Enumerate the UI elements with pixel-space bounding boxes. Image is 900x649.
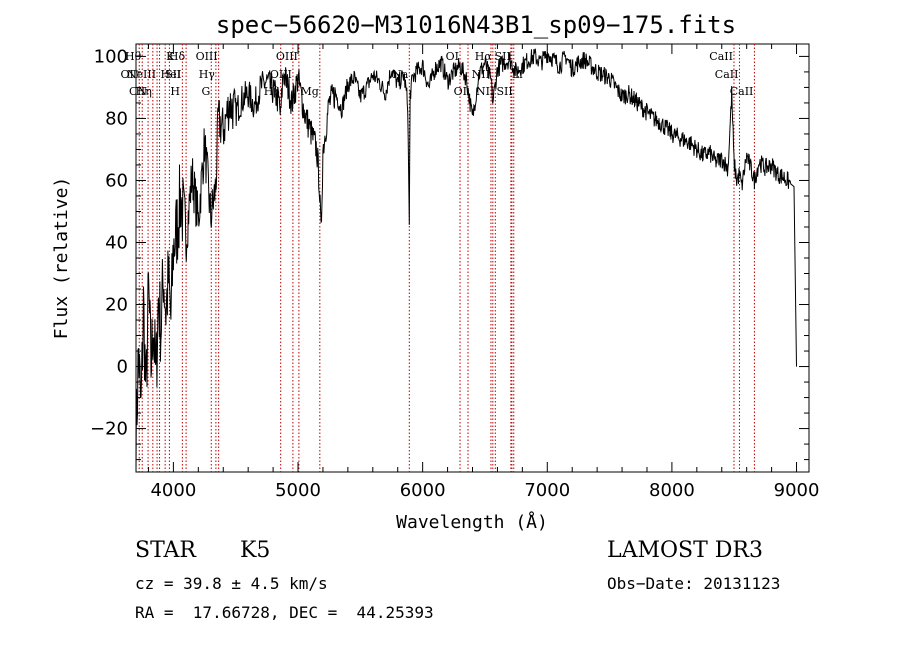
- line-label-11: Hγ: [199, 68, 216, 81]
- y-tick-label-100: 100: [94, 46, 128, 67]
- axis-ticks: [136, 44, 809, 472]
- line-label-21: Hα: [475, 50, 493, 63]
- line-label-19: OI: [454, 85, 467, 98]
- line-label-27: CaII: [715, 68, 739, 81]
- line-label-4: NeIII: [127, 68, 156, 81]
- y-tick-label-40: 40: [105, 232, 128, 253]
- line-label-6: K: [166, 50, 175, 63]
- flux-series-line: [135, 48, 797, 473]
- line-label-20: NII: [472, 68, 490, 81]
- x-tick-label-9000: 9000: [774, 480, 820, 501]
- axis-tick-labels: 4000 5000 6000 7000 8000 9000 −20 0 20 40 60 80 100: [90, 46, 819, 501]
- redshift-velocity: cz = 39.8 ± 4.5 km/s: [135, 574, 328, 593]
- x-tick-label-8000: 8000: [649, 480, 695, 501]
- line-label-7: H: [170, 85, 180, 98]
- x-axis-label: Wavelength (Å): [396, 511, 548, 533]
- obs-date: Obs−Date: 20131123: [607, 574, 781, 593]
- line-label-12: OIII: [196, 50, 218, 63]
- x-tick-label-6000: 6000: [400, 480, 446, 501]
- survey-name: LAMOST DR3: [607, 538, 763, 563]
- y-tick-label-60: 60: [105, 170, 128, 191]
- line-label-22: NII: [476, 85, 494, 98]
- line-label-2: CN: [129, 85, 147, 98]
- y-axis-label: Flux (relative): [51, 177, 72, 340]
- line-label-15: OIII: [276, 50, 298, 63]
- x-tick-label-4000: 4000: [150, 480, 196, 501]
- line-label-28: CaII: [730, 85, 754, 98]
- y-tick-label-0: 0: [117, 357, 128, 378]
- line-label-9: Hδ: [169, 50, 186, 63]
- line-label-1: Hθ: [125, 50, 142, 63]
- y-tick-label--20: −20: [90, 419, 128, 440]
- x-tick-label-7000: 7000: [524, 480, 570, 501]
- x-tick-label-5000: 5000: [275, 480, 321, 501]
- y-tick-label-80: 80: [105, 108, 128, 129]
- line-label-16: Mg: [301, 85, 319, 98]
- line-label-8: SII: [165, 68, 181, 81]
- object-subclass: K5: [240, 538, 271, 563]
- y-tick-label-20: 20: [105, 295, 128, 316]
- line-label-3: Hη: [136, 85, 152, 98]
- line-label-18: OI: [446, 50, 459, 63]
- line-label-0: OII: [121, 68, 139, 81]
- line-label-10: G: [201, 85, 210, 98]
- line-label-5: HeI: [161, 68, 181, 81]
- chart-title: spec−56620−M31016N43B1_sp09−175.fits: [216, 11, 736, 39]
- line-label-26: CaII: [709, 50, 733, 63]
- line-label-25: SII: [497, 85, 513, 98]
- object-class: STAR: [135, 538, 196, 563]
- ra-dec: RA = 17.66728, DEC = 44.25393: [135, 603, 434, 622]
